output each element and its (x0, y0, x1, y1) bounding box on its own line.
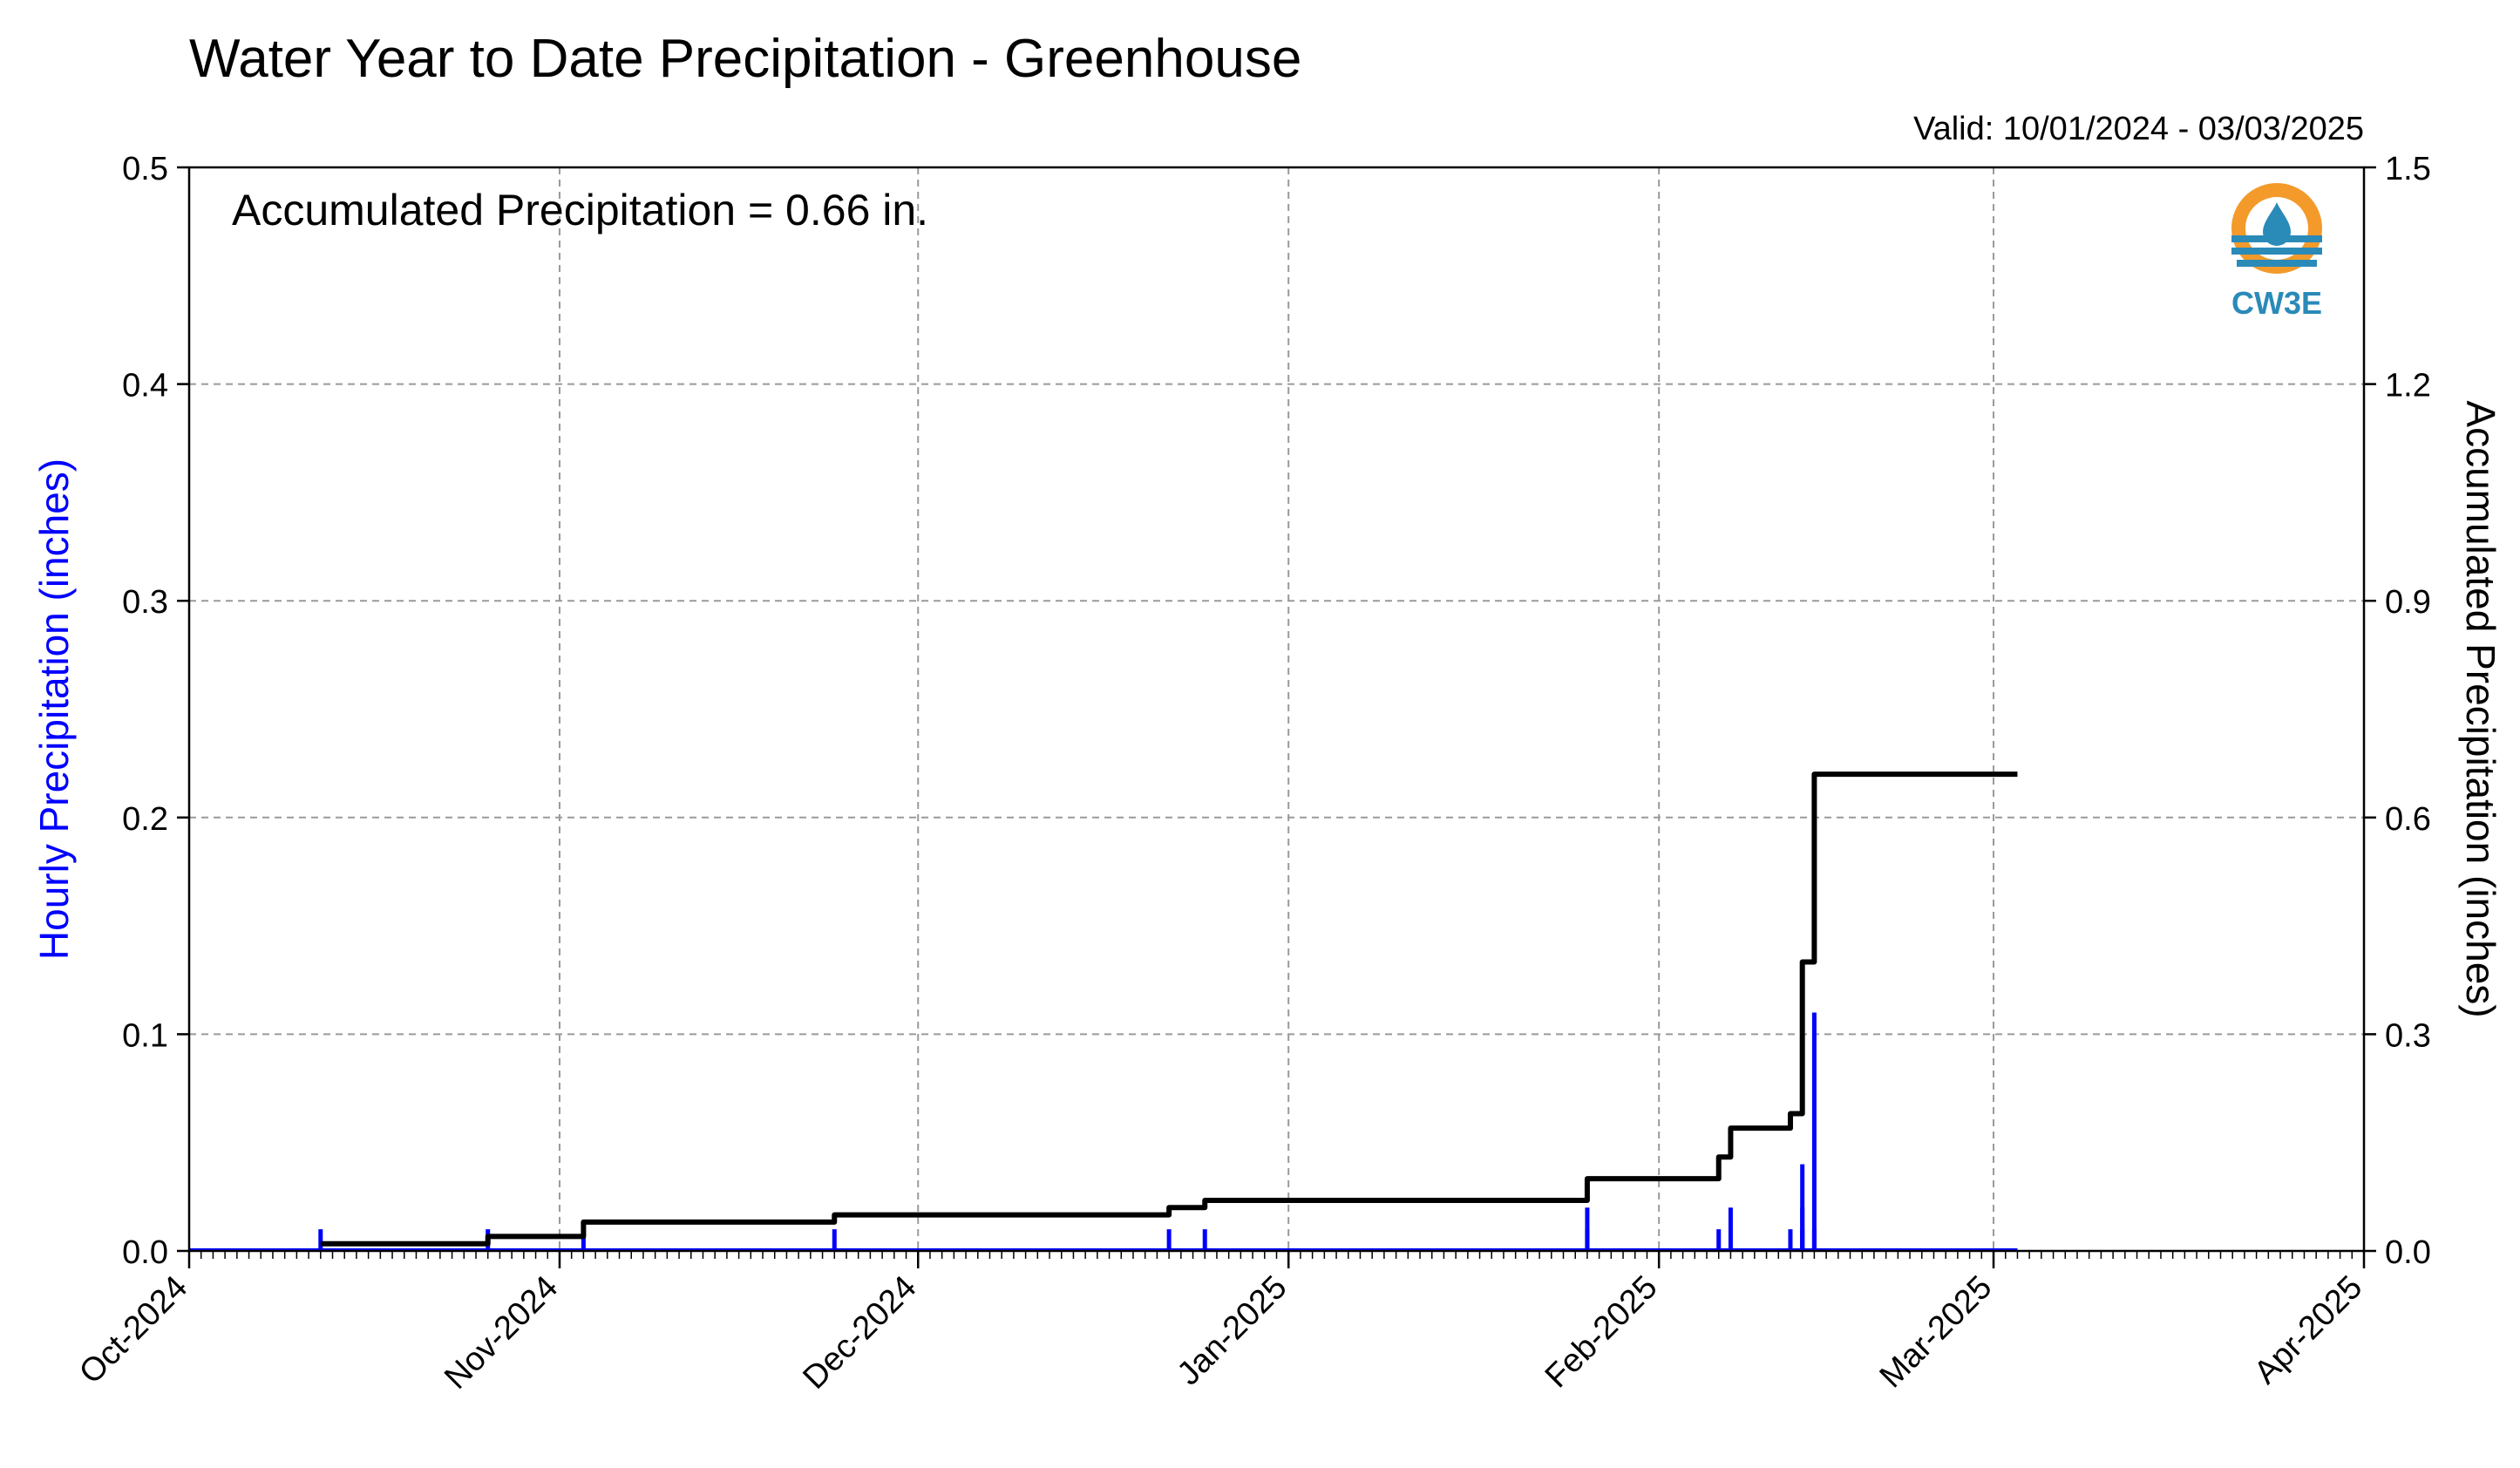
hourly-precip-bar (1166, 1229, 1172, 1251)
accumulated-total-annotation: Accumulated Precipitation = 0.66 in. (232, 186, 928, 234)
logo-wave-2 (2231, 248, 2322, 255)
left-y-tick-label: 0.4 (122, 368, 168, 404)
x-tick-label: Oct-2024 (72, 1269, 194, 1391)
gridlines (189, 167, 2364, 1251)
right-y-axis-label: Accumulated Precipitation (inches) (2458, 400, 2503, 1017)
logo-text: CW3E (2231, 285, 2322, 321)
right-y-tick-label: 1.5 (2385, 151, 2431, 187)
cw3e-logo: CW3E (2231, 183, 2322, 321)
hourly-precip-bars (189, 1012, 2018, 1251)
chart-title: Water Year to Date Precipitation - Green… (189, 29, 1301, 89)
x-tick-label: Apr-2025 (2247, 1269, 2369, 1391)
left-y-tick-label: 0.2 (122, 801, 168, 838)
hourly-precip-bar (1800, 1207, 1805, 1251)
right-y-tick-label: 0.6 (2385, 801, 2431, 838)
hourly-precip-bar (1202, 1229, 1207, 1251)
hourly-precip-bar (1716, 1229, 1722, 1251)
left-y-axis-label: Hourly Precipitation (inches) (31, 459, 77, 960)
hourly-precip-bar (1811, 1012, 1817, 1251)
hourly-precip-bar (1728, 1207, 1733, 1251)
left-y-tick-label: 0.0 (122, 1234, 168, 1271)
x-tick-label: Mar-2025 (1873, 1269, 2000, 1396)
hourly-precip-bar (1788, 1229, 1793, 1251)
right-y-tick-label: 0.0 (2385, 1234, 2431, 1271)
axes: 0.0 0.0 0.1 0.3 0.2 0.6 0.3 0.9 0.4 1.2 0.5 1.5 Oct-… (31, 151, 2503, 1397)
x-tick-label: Dec-2024 (796, 1269, 923, 1397)
hourly-precip-bar (1811, 1229, 1817, 1251)
water-drop-icon (2263, 202, 2291, 246)
plot-area-frame (187, 166, 2366, 1253)
hourly-precip-bar (832, 1229, 837, 1251)
accumulated-precip-line-group (320, 771, 2018, 1247)
hourly-precip-bar (1585, 1207, 1590, 1251)
logo-wave-3 (2237, 260, 2317, 267)
right-y-tick-label: 1.2 (2385, 368, 2431, 404)
left-y-tick-label: 0.5 (122, 151, 168, 187)
left-y-tick-label: 0.3 (122, 584, 168, 621)
x-tick-label: Feb-2025 (1538, 1269, 1665, 1396)
valid-date-range: Valid: 10/01/2024 - 03/03/2025 (1913, 111, 2364, 147)
hourly-precip-bar (318, 1229, 323, 1251)
left-y-tick-label: 0.1 (122, 1017, 168, 1054)
hourly-precip-bar (581, 1229, 586, 1251)
accumulated-precip-line (320, 771, 2018, 1247)
x-tick-label: Nov-2024 (438, 1269, 565, 1397)
right-y-tick-label: 0.9 (2385, 584, 2431, 621)
right-y-tick-label: 0.3 (2385, 1017, 2431, 1054)
x-tick-label: Jan-2025 (1171, 1269, 1294, 1393)
